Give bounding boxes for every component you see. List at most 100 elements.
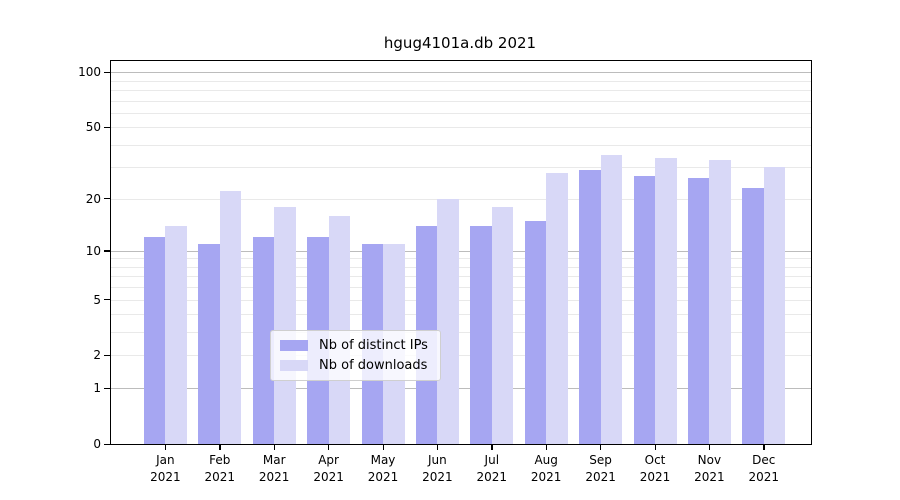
x-label-Aug: Aug 2021 [518, 452, 574, 486]
bar-ips-Dec [742, 187, 764, 444]
x-label-Apr: Apr 2021 [301, 452, 357, 486]
legend-label-downloads: Nb of downloads [319, 358, 428, 373]
y-axis-tick-0 [104, 443, 110, 445]
y-axis-tick-50 [104, 126, 110, 128]
gridline-minor-30 [111, 167, 811, 169]
y-axis-tick-2 [104, 354, 110, 357]
x-label-year-Dec: 2021 [748, 470, 780, 484]
legend-swatch-downloads [280, 360, 308, 371]
x-label-year-Oct: 2021 [639, 470, 671, 484]
y-tick-label-100: 100 [78, 65, 101, 80]
x-label-year-Jun: 2021 [422, 470, 453, 484]
x-label-year-Jan: 2021 [150, 470, 181, 484]
bar-downloads-Mar [274, 206, 296, 444]
x-label-May: May 2021 [355, 452, 411, 486]
bar-ips-Jan [143, 237, 166, 444]
bar-ips-Mar [252, 237, 275, 444]
x-label-year-Jul: 2021 [476, 470, 508, 484]
x-axis-tick-Dec [763, 444, 765, 450]
x-axis-tick-Mar [273, 444, 275, 450]
bar-downloads-Nov [709, 159, 731, 444]
x-label-month-Apr: Apr [318, 453, 339, 467]
legend-item-distinct-ips: Nb of distinct IPs [280, 338, 428, 353]
bar-downloads-Feb [219, 191, 242, 444]
x-axis-tick-Oct [654, 444, 656, 450]
x-label-year-Nov: 2021 [694, 470, 725, 484]
y-axis-tick-5 [104, 299, 110, 301]
bar-downloads-Jun [437, 198, 459, 444]
chart-title: hgug4101a.db 2021 [383, 34, 537, 52]
bar-ips-Aug [524, 220, 547, 444]
gridline-minor-7 [111, 276, 811, 278]
gridline-minor-2 [111, 355, 811, 357]
x-label-Feb: Feb 2021 [192, 452, 248, 486]
x-label-month-Dec: Dec [752, 453, 776, 467]
x-label-month-Nov: Nov [697, 453, 722, 467]
x-label-month-Sep: Sep [589, 453, 612, 467]
x-label-month-Aug: Aug [534, 453, 558, 467]
bar-ips-Oct [633, 175, 655, 444]
bar-ips-Nov [687, 178, 710, 444]
bar-ips-Feb [198, 243, 220, 444]
gridline-minor-6 [111, 287, 811, 289]
x-axis-tick-Feb [219, 444, 221, 450]
legend-label-distinct-ips: Nb of distinct IPs [319, 338, 428, 353]
plot-area: 0 1 2 5 10 20 50 100 Jan 2021 Feb 2021 Mar 2021 Apr 202… [78, 60, 812, 484]
x-axis-tick-Jan [164, 444, 167, 450]
y-tick-label-10: 10 [85, 243, 101, 258]
x-label-Sep: Sep 2021 [573, 452, 629, 486]
bar-downloads-Oct [655, 157, 677, 444]
bar-downloads-Dec [763, 167, 786, 444]
bar-downloads-Jul [491, 206, 514, 444]
x-label-Jul: Jul 2021 [464, 452, 520, 486]
y-axis-tick-20 [104, 198, 110, 200]
x-axis-tick-Aug [545, 444, 547, 450]
y-tick-label-1: 1 [93, 381, 101, 396]
y-axis-tick-1 [104, 387, 110, 389]
y-tick-label-50: 50 [85, 120, 101, 135]
y-tick-label-20: 20 [85, 191, 101, 206]
y-tick-label-2: 2 [93, 348, 101, 363]
gridline-minor-4 [111, 314, 811, 316]
gridline-minor-8 [111, 266, 811, 268]
x-label-month-Oct: Oct [644, 453, 666, 467]
x-label-year-May: 2021 [367, 470, 399, 484]
x-label-year-Aug: 2021 [530, 470, 562, 484]
y-axis-tick-10 [104, 250, 110, 252]
y-tick-label-0: 0 [93, 437, 101, 451]
bar-downloads-Jan [165, 225, 187, 444]
bar-downloads-Sep [600, 155, 623, 444]
x-label-month-Mar: Mar [262, 453, 286, 467]
legend-swatch-distinct-ips [280, 340, 308, 351]
x-label-year-Feb: 2021 [204, 470, 236, 484]
x-axis-tick-Jun [436, 444, 439, 450]
gridline-minor-90 [111, 80, 811, 82]
gridline-minor-5 [111, 299, 811, 301]
bar-ips-Jul [470, 225, 492, 444]
gridline-minor-80 [111, 89, 811, 91]
legend: Nb of distinct IPs Nb of downloads [270, 330, 441, 381]
gridline-major-100 [111, 72, 811, 74]
x-label-Dec: Dec 2021 [736, 452, 792, 486]
gridline-minor-70 [111, 100, 811, 102]
gridline-major-1 [111, 388, 811, 390]
y-axis-tick-100 [104, 71, 110, 73]
x-label-month-May: May [370, 453, 396, 467]
x-axis-tick-May [382, 444, 384, 450]
x-label-month-Jun: Jun [428, 453, 447, 467]
x-label-Mar: Mar 2021 [246, 452, 302, 486]
x-label-year-Apr: 2021 [313, 470, 344, 484]
y-tick-label-5: 5 [93, 292, 101, 307]
gridline-minor-50 [111, 127, 811, 129]
x-label-Jun: Jun 2021 [409, 452, 465, 486]
x-label-month-Feb: Feb [209, 453, 231, 467]
x-axis-tick-Jul [491, 444, 493, 450]
gridline-minor-3 [111, 332, 811, 334]
legend-item-downloads: Nb of downloads [280, 358, 428, 373]
x-label-month-Jul: Jul [484, 453, 500, 467]
x-label-year-Mar: 2021 [258, 470, 290, 484]
bar-downloads-Apr [328, 215, 351, 444]
x-axis-tick-Apr [328, 444, 330, 450]
x-label-Nov: Nov 2021 [681, 452, 737, 486]
